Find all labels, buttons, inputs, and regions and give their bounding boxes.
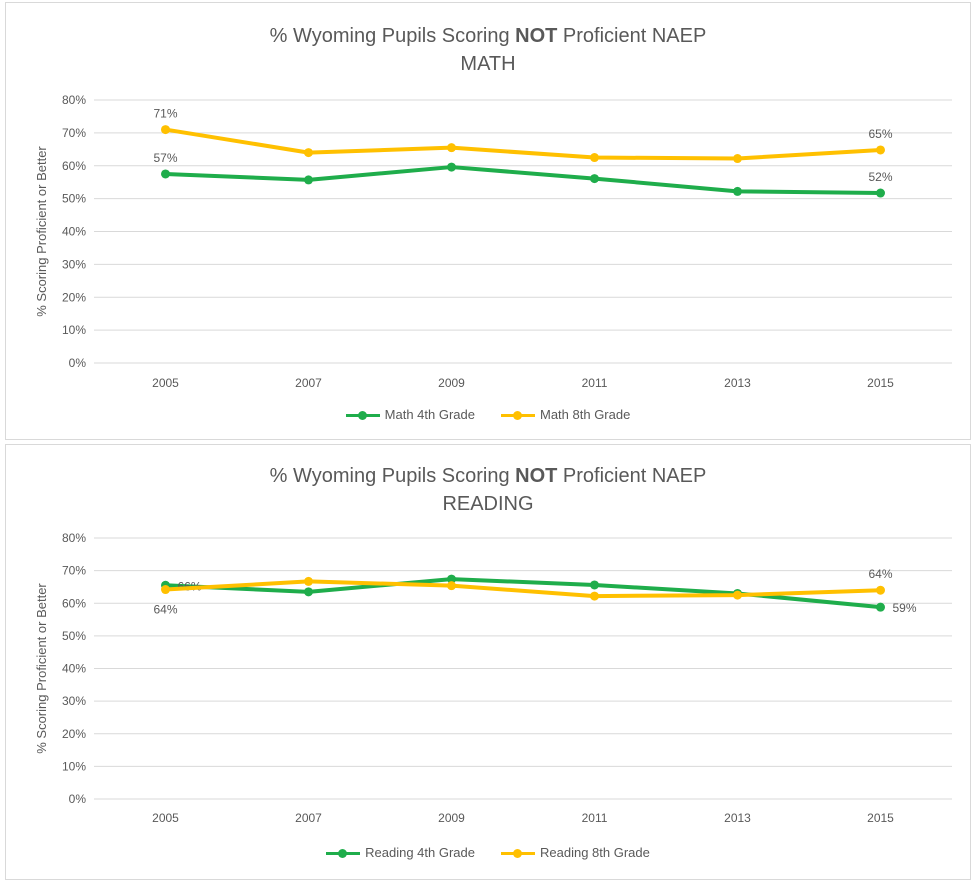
data-label: 57% <box>153 151 177 165</box>
x-tick-label: 2005 <box>152 376 179 390</box>
math-chart-panel: % Wyoming Pupils Scoring NOT Proficient … <box>5 2 971 440</box>
data-point <box>161 169 170 179</box>
reading-line-chart: 0% 10% 20% 30% 40% 50% 60% 70% 80% 2005 2007 2009 20… <box>34 531 952 825</box>
y-tick-label: 60% <box>62 596 86 610</box>
reading-chart-panel: % Wyoming Pupils Scoring NOT Proficient … <box>5 444 971 880</box>
data-point <box>876 602 885 612</box>
y-tick-label: 30% <box>62 257 86 271</box>
x-tick-label: 2007 <box>295 811 322 825</box>
data-point <box>447 581 456 591</box>
legend-item-math-8th[interactable]: Math 8th Grade <box>501 407 630 422</box>
legend-label: Reading 4th Grade <box>365 845 475 860</box>
y-tick-label: 10% <box>62 759 86 773</box>
y-axis-label: % Scoring Proficient or Better <box>34 146 49 317</box>
data-point <box>733 154 742 164</box>
data-point <box>304 587 313 597</box>
y-tick-label: 60% <box>62 159 86 173</box>
title-prefix: % Wyoming Pupils Scoring <box>269 25 516 47</box>
x-tick-label: 2009 <box>438 376 465 390</box>
y-tick-label: 80% <box>62 531 86 545</box>
y-tick-label: 80% <box>62 93 86 107</box>
legend-label: Reading 8th Grade <box>540 845 650 860</box>
x-tick-label: 2009 <box>438 811 465 825</box>
title-prefix: % Wyoming Pupils Scoring <box>269 465 516 487</box>
y-tick-label: 50% <box>62 629 86 643</box>
legend-marker-icon <box>345 408 380 422</box>
y-tick-label: 0% <box>69 792 87 806</box>
y-tick-label: 40% <box>62 662 86 676</box>
data-point <box>447 143 456 153</box>
data-point <box>304 175 313 185</box>
x-tick-label: 2013 <box>724 376 751 390</box>
data-point <box>876 188 885 198</box>
data-point <box>876 145 885 155</box>
chart-legend: Reading 4th Grade Reading 8th Grade <box>6 845 970 860</box>
series-line <box>163 579 883 599</box>
data-point <box>304 576 313 586</box>
data-point <box>733 590 742 600</box>
y-tick-label: 20% <box>62 727 86 741</box>
legend-item-reading-8th[interactable]: Reading 8th Grade <box>501 845 650 860</box>
y-tick-label: 70% <box>62 564 86 578</box>
x-tick-label: 2013 <box>724 811 751 825</box>
y-tick-label: 10% <box>62 323 86 337</box>
x-tick-label: 2011 <box>582 376 608 390</box>
data-point <box>161 125 170 135</box>
title-emphasis: NOT <box>515 25 558 47</box>
chart-title: % Wyoming Pupils Scoring NOT Proficient … <box>6 463 970 489</box>
chart-subtitle: READING <box>442 493 534 515</box>
series-line <box>163 127 883 161</box>
data-label: 65% <box>868 127 892 141</box>
data-label: 64% <box>153 603 177 617</box>
data-point <box>447 162 456 172</box>
data-label: 52% <box>868 170 892 184</box>
legend-label: Math 4th Grade <box>384 407 475 422</box>
data-point <box>447 574 456 584</box>
data-point <box>304 148 313 158</box>
x-tick-label: 2011 <box>582 811 608 825</box>
data-point <box>733 186 742 196</box>
chart-subtitle: MATH <box>460 53 516 75</box>
y-tick-label: 30% <box>62 694 86 708</box>
y-tick-label: 40% <box>62 225 86 239</box>
data-label: 64% <box>868 567 892 581</box>
y-tick-label: 70% <box>62 126 86 140</box>
title-emphasis: NOT <box>515 465 558 487</box>
data-point <box>876 585 885 595</box>
data-point <box>161 585 170 595</box>
x-tick-label: 2005 <box>152 811 179 825</box>
y-axis-label: % Scoring Proficient or Better <box>34 583 49 754</box>
data-label: 71% <box>153 107 177 121</box>
y-tick-label: 0% <box>69 356 87 370</box>
legend-marker-icon <box>326 846 361 860</box>
data-point <box>590 580 599 590</box>
data-point <box>590 174 599 184</box>
math-line-chart: 0% 10% 20% 30% 40% 50% 60% 70% 80% 2005 2007 2009 20… <box>34 93 952 390</box>
title-suffix: Proficient NAEP <box>557 465 707 487</box>
y-tick-label: 20% <box>62 290 86 304</box>
chart-title: % Wyoming Pupils Scoring NOT Proficient … <box>6 23 970 49</box>
legend-item-math-4th[interactable]: Math 4th Grade <box>345 407 475 422</box>
legend-marker-icon <box>501 846 535 860</box>
chart-legend: Math 4th Grade Math 8th Grade <box>6 407 970 422</box>
data-point <box>590 153 599 163</box>
x-tick-label: 2015 <box>867 811 894 825</box>
series-line <box>163 165 883 196</box>
title-suffix: Proficient NAEP <box>557 25 707 47</box>
legend-label: Math 8th Grade <box>540 407 631 422</box>
x-tick-label: 2015 <box>867 376 894 390</box>
data-label: 59% <box>893 601 917 615</box>
y-tick-label: 50% <box>62 192 86 206</box>
legend-item-reading-4th[interactable]: Reading 4th Grade <box>326 845 475 860</box>
data-point <box>590 591 599 601</box>
x-tick-label: 2007 <box>295 376 322 390</box>
legend-marker-icon <box>501 408 535 422</box>
